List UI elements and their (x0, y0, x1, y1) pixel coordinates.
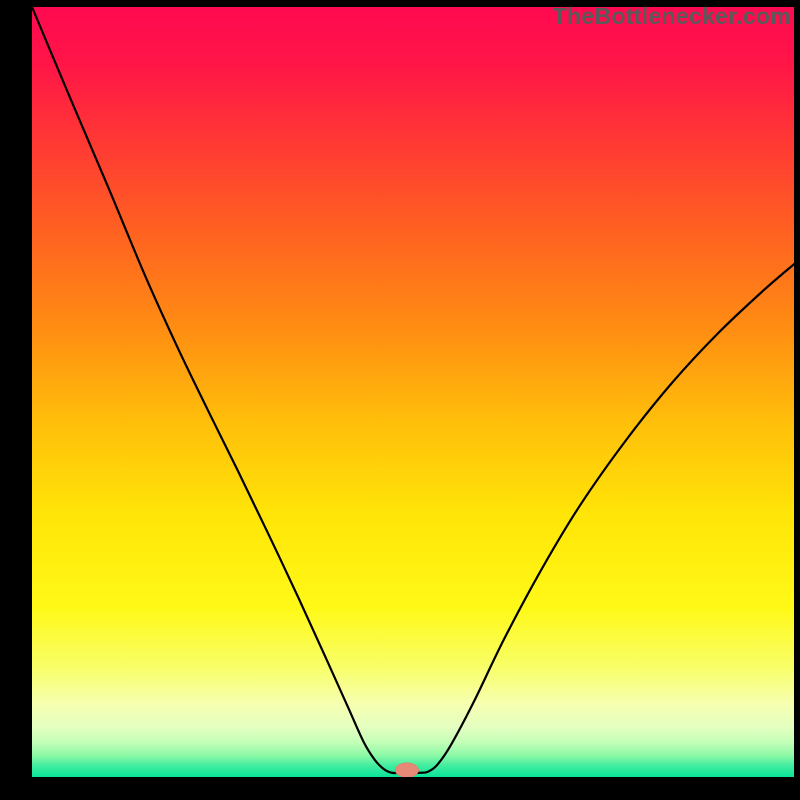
optimal-point-marker (395, 763, 419, 777)
frame-bottom (0, 777, 800, 800)
chart-svg (32, 7, 794, 777)
frame-right (794, 0, 800, 800)
frame-left (0, 0, 32, 800)
bottleneck-curve (32, 7, 794, 773)
plot-area (32, 7, 794, 777)
watermark-text: TheBottlenecker.com (553, 3, 791, 30)
